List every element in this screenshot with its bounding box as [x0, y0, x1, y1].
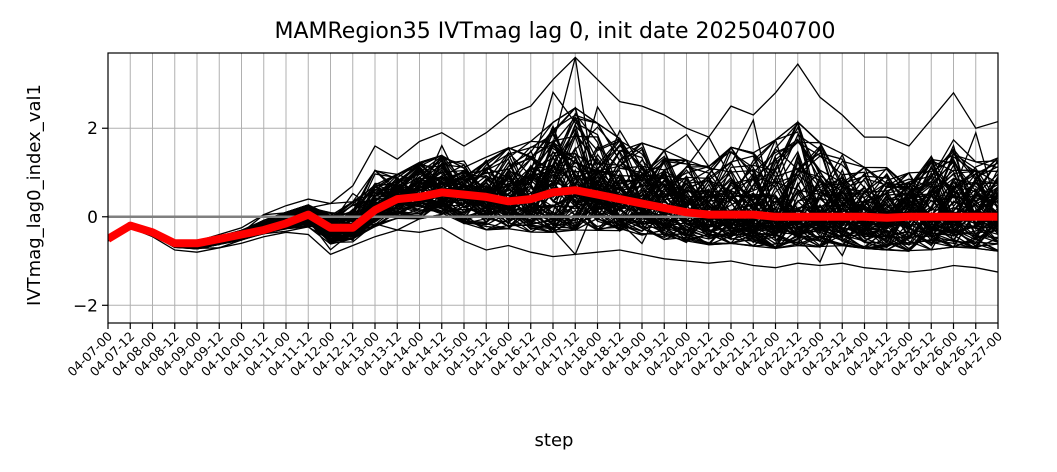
x-axis-label: step: [535, 430, 574, 451]
plot-area: −20204-07-0004-07-1204-08-0004-08-1204-0…: [64, 52, 1005, 379]
y-axis-label: IVTmag_lag0_index_val1: [24, 84, 45, 306]
ensemble-mean-line: [108, 186, 998, 248]
y-tick-label: 2: [87, 119, 98, 139]
ensemble-member-line: [108, 119, 998, 246]
ensemble-member-line: [108, 56, 998, 244]
y-tick-label: −2: [73, 296, 98, 316]
ensemble-member-line: [108, 125, 998, 248]
chart-title: MAMRegion35 IVTmag lag 0, init date 2025…: [274, 19, 835, 44]
y-tick-label: 0: [87, 208, 98, 228]
ensemble-member-line: [108, 227, 998, 273]
